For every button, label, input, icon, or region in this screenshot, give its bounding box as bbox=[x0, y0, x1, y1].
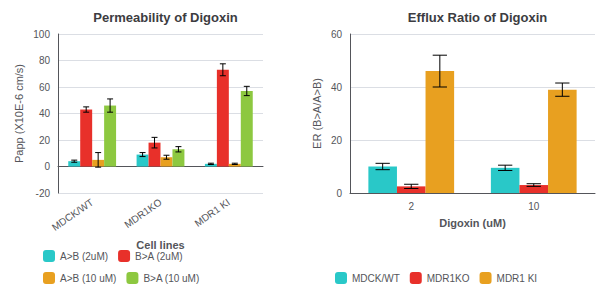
svg-text:0: 0 bbox=[44, 161, 50, 172]
svg-text:100: 100 bbox=[33, 29, 50, 40]
svg-text:Efflux Ratio of Digoxin: Efflux Ratio of Digoxin bbox=[408, 10, 547, 25]
svg-text:60: 60 bbox=[331, 29, 343, 40]
svg-text:10: 10 bbox=[528, 201, 540, 212]
svg-text:MDR1KO: MDR1KO bbox=[427, 273, 470, 284]
svg-text:Cell lines: Cell lines bbox=[136, 239, 184, 251]
svg-text:Digoxin (uM): Digoxin (uM) bbox=[439, 217, 506, 229]
svg-text:2: 2 bbox=[408, 201, 414, 212]
svg-text:A>B (2uM): A>B (2uM) bbox=[60, 251, 108, 262]
svg-text:A>B (10 uM): A>B (10 uM) bbox=[60, 273, 116, 284]
svg-text:B>A (10 uM): B>A (10 uM) bbox=[143, 273, 199, 284]
svg-text:MDR1 KI: MDR1 KI bbox=[497, 273, 538, 284]
svg-text:-20: -20 bbox=[36, 188, 51, 199]
svg-text:MDR1 KI: MDR1 KI bbox=[192, 196, 232, 228]
svg-text:B>A (2uM): B>A (2uM) bbox=[135, 251, 183, 262]
svg-text:MDCK/WT: MDCK/WT bbox=[50, 196, 95, 232]
svg-text:60: 60 bbox=[39, 82, 51, 93]
svg-text:0: 0 bbox=[336, 188, 342, 199]
svg-text:40: 40 bbox=[331, 82, 343, 93]
svg-text:80: 80 bbox=[39, 55, 51, 66]
svg-text:40: 40 bbox=[39, 108, 51, 119]
svg-text:ER (B>A/A>B): ER (B>A/A>B) bbox=[311, 78, 323, 149]
svg-text:Permeability of Digoxin: Permeability of Digoxin bbox=[93, 10, 238, 25]
svg-text:20: 20 bbox=[39, 135, 51, 146]
svg-text:MDCK/WT: MDCK/WT bbox=[352, 273, 400, 284]
svg-text:MDR1KO: MDR1KO bbox=[122, 196, 164, 230]
svg-text:Papp (X10E-6 cm/s): Papp (X10E-6 cm/s) bbox=[13, 64, 25, 163]
svg-text:20: 20 bbox=[331, 135, 343, 146]
